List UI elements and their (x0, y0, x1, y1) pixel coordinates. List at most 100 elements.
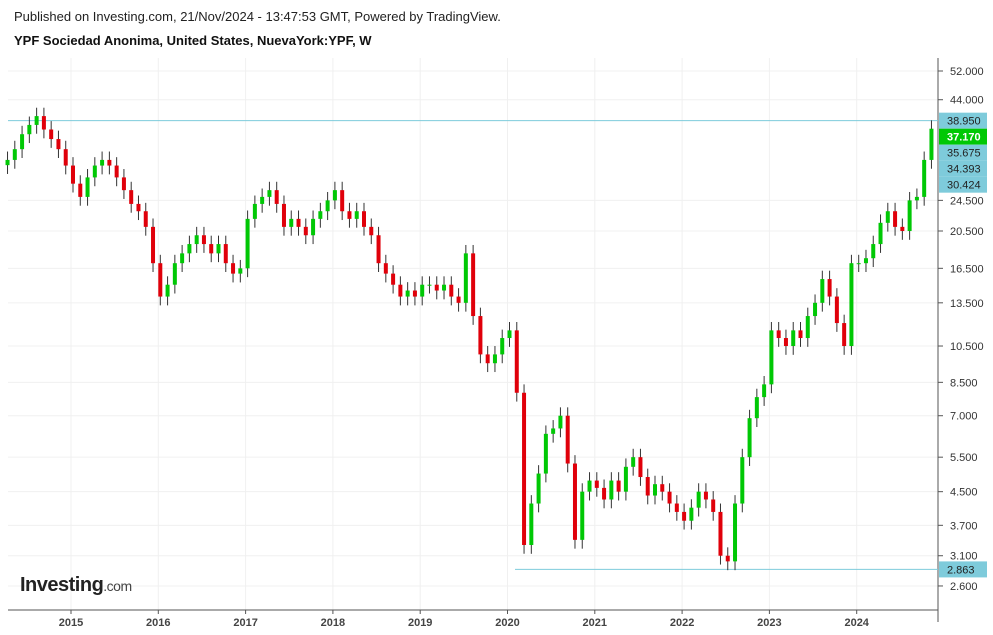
candle-body (929, 128, 934, 160)
candle-body (769, 330, 774, 385)
candle-body (201, 235, 206, 245)
candle-body (616, 480, 621, 492)
x-tick-label: 2021 (583, 617, 607, 629)
x-tick-label: 2018 (321, 617, 345, 629)
price-label: 2.863 (947, 564, 975, 576)
candle-body (78, 183, 83, 197)
candle-body (151, 226, 156, 264)
candle-body (711, 499, 716, 512)
price-label-bg (939, 160, 987, 177)
candle-body (449, 284, 454, 297)
candle-body (733, 503, 738, 562)
candle-body (20, 134, 25, 150)
candle-body (842, 323, 847, 347)
y-tick-label: 52.000 (950, 66, 984, 78)
y-tick-label: 7.000 (950, 411, 978, 423)
candle-body (696, 491, 701, 508)
candle-body (318, 211, 323, 219)
candle-body (893, 211, 898, 227)
candle-body (376, 235, 381, 264)
candle-body (609, 480, 614, 500)
candle-body (602, 487, 607, 500)
investing-logo: Investing.com (20, 574, 132, 597)
y-tick-label: 16.500 (950, 263, 984, 275)
candle-body (383, 263, 388, 274)
candle-body (442, 284, 447, 291)
x-tick-label: 2022 (670, 617, 694, 629)
x-tick-label: 2015 (59, 617, 83, 629)
candle-body (754, 397, 759, 419)
candle-body (740, 457, 745, 504)
candle-body (296, 218, 301, 227)
candle-body (107, 159, 112, 166)
candle-body (180, 253, 185, 264)
candle-body (92, 165, 97, 178)
candle-body (900, 226, 905, 232)
x-tick-label: 2016 (146, 617, 170, 629)
candle-body (536, 473, 541, 504)
y-tick-label: 3.100 (950, 551, 978, 563)
candle-body (500, 338, 505, 355)
price-label: 34.393 (947, 164, 981, 176)
candle-body (543, 433, 548, 474)
candle-body (194, 235, 199, 245)
candle-body (267, 190, 272, 197)
candle-body (252, 203, 257, 219)
candle-body (158, 263, 163, 297)
candle-body (849, 263, 854, 347)
candle-body (471, 253, 476, 317)
candle-body (791, 330, 796, 347)
candle-body (281, 203, 286, 227)
candle-body (878, 222, 883, 245)
y-tick-label: 5.500 (950, 452, 978, 464)
candle-body (653, 484, 657, 496)
x-tick-label: 2024 (844, 617, 869, 629)
candle-body (762, 384, 767, 398)
candle-body (456, 296, 461, 303)
candle-body (114, 165, 119, 178)
candle-body (558, 415, 563, 429)
candle-body (813, 302, 818, 317)
candle-body (311, 218, 316, 236)
candle-body (165, 284, 170, 297)
candle-body (463, 253, 468, 303)
price-label: 37.170 (947, 132, 981, 144)
candle-body (347, 211, 352, 219)
price-label: 30.424 (947, 180, 981, 192)
candle-body (216, 244, 221, 254)
candle-body (856, 263, 861, 265)
candle-body (340, 190, 345, 212)
candle-body (718, 511, 723, 556)
candle-body (871, 244, 876, 259)
candle-body (34, 116, 39, 125)
candle-body (572, 463, 577, 540)
candle-body (667, 491, 672, 504)
candle-body (49, 129, 54, 140)
candle-body (100, 159, 105, 166)
candle-body (434, 284, 439, 291)
price-label-bg (939, 128, 987, 145)
candle-body (689, 507, 694, 521)
published-note: Published on Investing.com, 21/Nov/2024 … (14, 9, 501, 24)
candle-body (631, 457, 636, 467)
candle-body (594, 480, 599, 488)
price-label-bg (939, 561, 987, 578)
candle-body (172, 263, 177, 285)
candle-body (565, 415, 570, 464)
candle-body (136, 203, 141, 212)
candle-body (682, 511, 687, 521)
candle-body (332, 190, 337, 201)
candle-body (914, 196, 919, 201)
candle-body (231, 263, 236, 274)
candle-body (289, 218, 294, 227)
candle-body (369, 226, 374, 236)
y-tick-label: 2.600 (950, 581, 978, 593)
candle-body (725, 555, 730, 562)
candle-body (398, 284, 403, 297)
candle-body (427, 284, 432, 286)
candle-body (638, 457, 643, 478)
candle-body (863, 258, 868, 264)
candle-body (325, 200, 330, 212)
